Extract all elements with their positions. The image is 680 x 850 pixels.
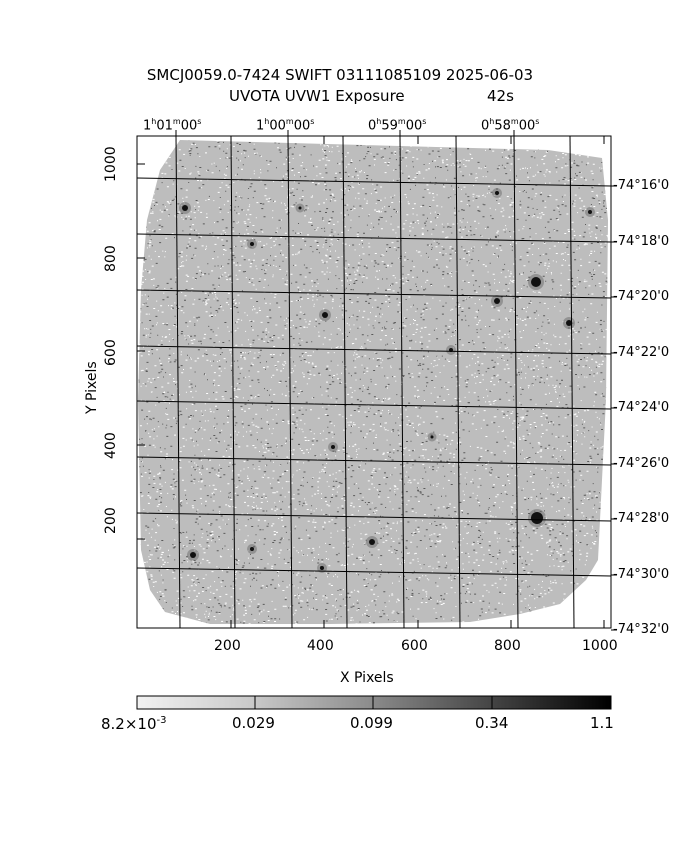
dec-tick-label: -74°28'0 bbox=[613, 511, 670, 526]
star bbox=[531, 277, 541, 287]
noise-field bbox=[138, 140, 608, 624]
ra-tick-label: 1h00m00s bbox=[256, 117, 315, 134]
dec-grid-line bbox=[136, 512, 612, 522]
ra-grid-line bbox=[399, 135, 405, 629]
dec-grid-line bbox=[136, 177, 612, 187]
star bbox=[320, 566, 324, 570]
y-tick-label: 800 bbox=[103, 245, 119, 272]
star bbox=[322, 312, 328, 318]
star bbox=[588, 210, 592, 214]
colorbar-label: 0.34 bbox=[475, 714, 509, 732]
colorbar-label: 1.1 bbox=[590, 714, 614, 732]
y-tick-label: 1000 bbox=[103, 146, 119, 182]
ra-tick-label: 0h58m00s bbox=[481, 117, 540, 134]
ra-grid-line bbox=[230, 135, 236, 629]
dec-tick-label: -74°24'0 bbox=[613, 400, 670, 415]
exposure-time: 42s bbox=[487, 87, 514, 105]
dec-tick-label: -74°20'0 bbox=[613, 289, 670, 304]
star bbox=[298, 206, 302, 210]
dec-grid-line bbox=[136, 456, 612, 466]
ra-grid-line bbox=[513, 135, 519, 629]
star bbox=[250, 242, 254, 246]
colorbar bbox=[136, 695, 612, 710]
y-tick-label: 400 bbox=[103, 432, 119, 459]
dec-grid-line bbox=[136, 567, 612, 577]
ra-grid-line bbox=[175, 135, 181, 629]
star bbox=[566, 320, 572, 326]
dec-tick-label: -74°32'0 bbox=[613, 622, 670, 637]
x-tick-label: 200 bbox=[214, 638, 241, 654]
ra-grid-line bbox=[342, 135, 348, 629]
dec-tick-label: -74°22'0 bbox=[613, 345, 670, 360]
dec-grid-line bbox=[136, 233, 612, 243]
star bbox=[494, 298, 500, 304]
dec-grid-line bbox=[136, 400, 612, 410]
star bbox=[190, 552, 196, 558]
x-axis-label: X Pixels bbox=[340, 670, 394, 686]
star bbox=[430, 435, 434, 439]
y-axis-label: Y Pixels bbox=[84, 361, 100, 414]
star bbox=[531, 512, 543, 524]
x-tick-label: 400 bbox=[307, 638, 334, 654]
x-tick-label: 600 bbox=[401, 638, 428, 654]
star bbox=[331, 445, 335, 449]
ra-tick-label: 1h01m00s bbox=[143, 117, 202, 134]
dec-tick-label: -74°30'0 bbox=[613, 567, 670, 582]
x-tick-label: 800 bbox=[494, 638, 521, 654]
ra-grid-line bbox=[287, 135, 293, 629]
dec-tick-label: -74°16'0 bbox=[613, 178, 670, 193]
plot-frame bbox=[136, 135, 612, 629]
star bbox=[495, 191, 499, 195]
image-title: SMCJ0059.0-7424 SWIFT 03111085109 2025-0… bbox=[146, 66, 534, 84]
x-tick-label: 1000 bbox=[582, 638, 618, 654]
colorbar-label: 0.029 bbox=[232, 714, 275, 732]
dec-tick-label: -74°26'0 bbox=[613, 456, 670, 471]
dec-tick-label: -74°18'0 bbox=[613, 234, 670, 249]
colorbar-label: 0.099 bbox=[350, 714, 393, 732]
ra-grid-line bbox=[455, 135, 461, 629]
ra-grid-line bbox=[569, 135, 575, 629]
ra-tick-label: 0h59m00s bbox=[368, 117, 427, 134]
dec-grid-line bbox=[136, 289, 612, 299]
y-tick-label: 600 bbox=[103, 339, 119, 366]
star bbox=[369, 539, 375, 545]
star bbox=[182, 205, 188, 211]
image-subtitle: UVOTA UVW1 Exposure bbox=[229, 87, 405, 105]
exposure-footprint bbox=[138, 140, 608, 624]
dec-grid-line bbox=[136, 345, 612, 355]
colorbar-label: 8.2×10-3 bbox=[101, 715, 167, 733]
star bbox=[250, 547, 254, 551]
y-tick-label: 200 bbox=[103, 507, 119, 534]
